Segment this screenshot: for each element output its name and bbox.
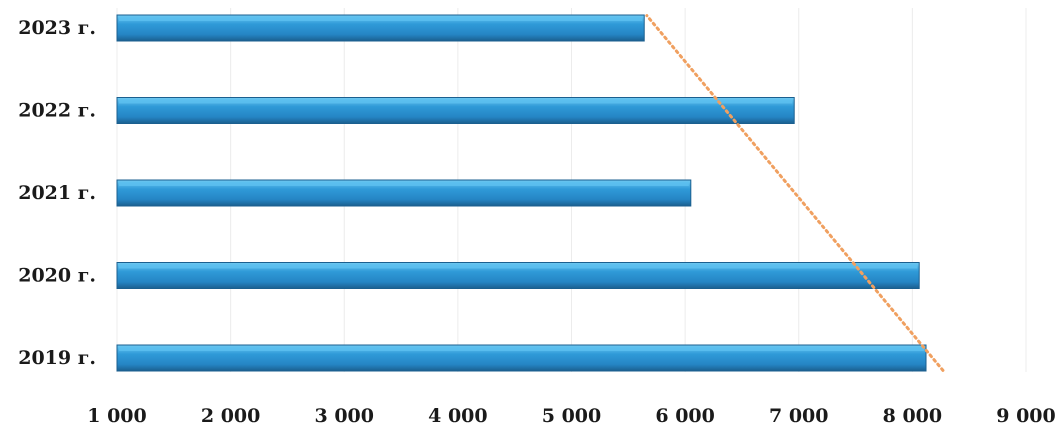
x-tick-label: 6 000 — [655, 405, 715, 427]
bars — [116, 14, 927, 372]
category-label: 2023 г. — [18, 17, 96, 39]
x-tick-label: 5 000 — [542, 405, 602, 427]
bar-highlight — [119, 347, 925, 351]
bar-highlight — [119, 17, 643, 21]
x-tick-label: 7 000 — [769, 405, 829, 427]
bar-highlight — [119, 264, 918, 269]
bar-highlight — [119, 99, 793, 104]
category-label: 2022 г. — [18, 100, 96, 122]
trendline — [645, 14, 945, 372]
category-label: 2020 г. — [18, 265, 96, 287]
category-label: 2021 г. — [18, 182, 96, 204]
category-label: 2019 г. — [18, 347, 96, 369]
x-tick-label: 3 000 — [315, 405, 375, 427]
x-tick-label: 4 000 — [428, 405, 488, 427]
x-tick-label: 1 000 — [87, 405, 147, 427]
x-tick-label: 8 000 — [883, 405, 943, 427]
x-tick-label: 9 000 — [996, 405, 1056, 427]
x-tick-label: 2 000 — [201, 405, 261, 427]
bar-highlight — [119, 182, 689, 186]
trendline — [645, 14, 945, 372]
x-axis-tick-labels: 1 000 2 000 3 000 4 000 5 000 6 000 7 000 8 000… — [87, 405, 1056, 427]
category-labels: 2019 г. 2020 г. 2021 г. 2022 г. 2023 г. — [18, 17, 96, 369]
